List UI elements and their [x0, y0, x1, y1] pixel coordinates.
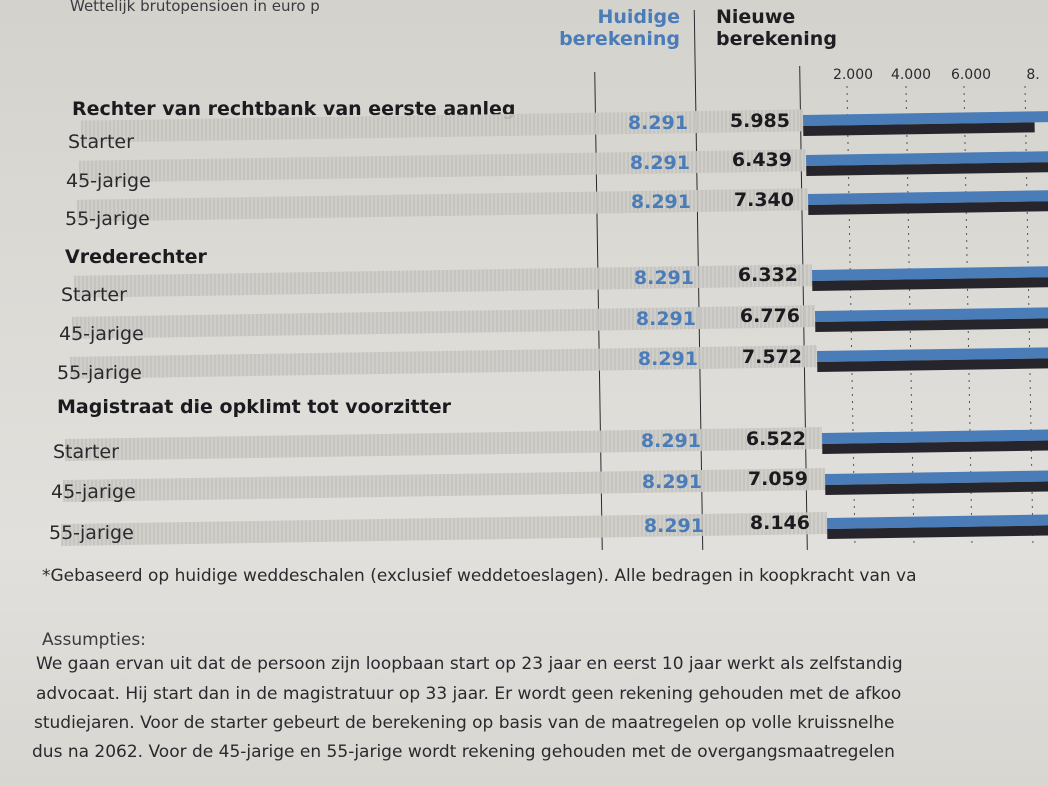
value-current: 8.291	[627, 112, 688, 134]
x-tick-label: 2.000	[832, 67, 874, 83]
row-label: Starter	[53, 441, 119, 463]
group-title: Vrederechter	[65, 246, 207, 268]
bar-new	[817, 357, 1048, 372]
value-new: 6.332	[737, 264, 798, 286]
value-new: 8.146	[749, 512, 810, 534]
value-current: 8.291	[630, 191, 691, 213]
row-label: 55-jarige	[65, 208, 150, 230]
column-header-current-line1: Huidige	[597, 6, 680, 28]
assumptions-line-3: studiejaren. Voor de starter gebeurt de …	[34, 713, 895, 733]
footnote: *Gebaseerd op huidige weddeschalen (excl…	[42, 566, 917, 586]
value-current: 8.291	[640, 430, 701, 452]
bar-new	[806, 162, 1048, 176]
bar-current	[825, 468, 1048, 485]
value-current: 8.291	[629, 152, 690, 174]
value-new: 7.340	[733, 189, 794, 211]
column-header-new-line1: Nieuwe	[716, 6, 796, 28]
row-label: 45-jarige	[59, 323, 144, 345]
assumptions-line-2: advocaat. Hij start dan in de magistratu…	[36, 684, 902, 704]
bar-current	[812, 264, 1048, 281]
value-new: 5.985	[729, 110, 790, 132]
value-current: 8.291	[643, 515, 704, 537]
row-label: Starter	[61, 284, 127, 306]
column-header-current: Huidige berekening	[530, 6, 680, 50]
x-tick-label: 4.000	[890, 67, 932, 83]
bar-current	[807, 188, 1048, 205]
bar-current	[817, 345, 1048, 362]
row-label: 55-jarige	[49, 522, 134, 544]
chart-subtitle: Wettelijk brutopensioen in euro p	[70, 0, 320, 15]
x-tick-label: 8.	[1026, 67, 1040, 83]
bar-current	[815, 305, 1048, 322]
bar-current	[806, 149, 1048, 166]
group-title: Rechter van rechtbank van eerste aanleg	[72, 98, 516, 120]
bar-new	[803, 122, 1035, 136]
group-title: Magistraat die opklimt tot voorzitter	[57, 396, 452, 418]
bar-new	[815, 317, 1048, 332]
assumptions-heading: Assumpties:	[42, 630, 146, 650]
value-current: 8.291	[635, 308, 696, 330]
value-new: 7.572	[741, 346, 802, 368]
x-tick-label: 6.000	[950, 67, 992, 83]
bar-new	[808, 200, 1048, 215]
bar-new	[825, 480, 1048, 495]
value-new: 7.059	[747, 468, 808, 490]
bar-current	[827, 512, 1048, 529]
value-current: 8.291	[641, 471, 702, 493]
bar-new	[812, 277, 1048, 291]
value-new: 6.439	[731, 149, 792, 171]
assumptions-line-4: dus na 2062. Voor de 45-jarige en 55-jar…	[32, 742, 895, 762]
value-new: 6.776	[739, 305, 800, 327]
row-label: 55-jarige	[57, 362, 142, 384]
row-label: 45-jarige	[51, 481, 136, 503]
column-header-current-line2: berekening	[559, 28, 680, 50]
value-new: 6.522	[745, 428, 806, 450]
column-header-new: Nieuwe berekening	[716, 6, 866, 50]
bar-current	[803, 109, 1048, 126]
bar-new	[822, 440, 1048, 454]
assumptions-line-1: We gaan ervan uit dat de persoon zijn lo…	[36, 654, 903, 674]
value-current: 8.291	[633, 267, 694, 289]
row-label: 45-jarige	[66, 170, 151, 192]
column-header-new-line2: berekening	[716, 28, 837, 50]
bar-new	[827, 524, 1048, 539]
value-current: 8.291	[637, 348, 698, 370]
bar-current	[822, 427, 1048, 444]
row-label: Starter	[68, 131, 134, 153]
